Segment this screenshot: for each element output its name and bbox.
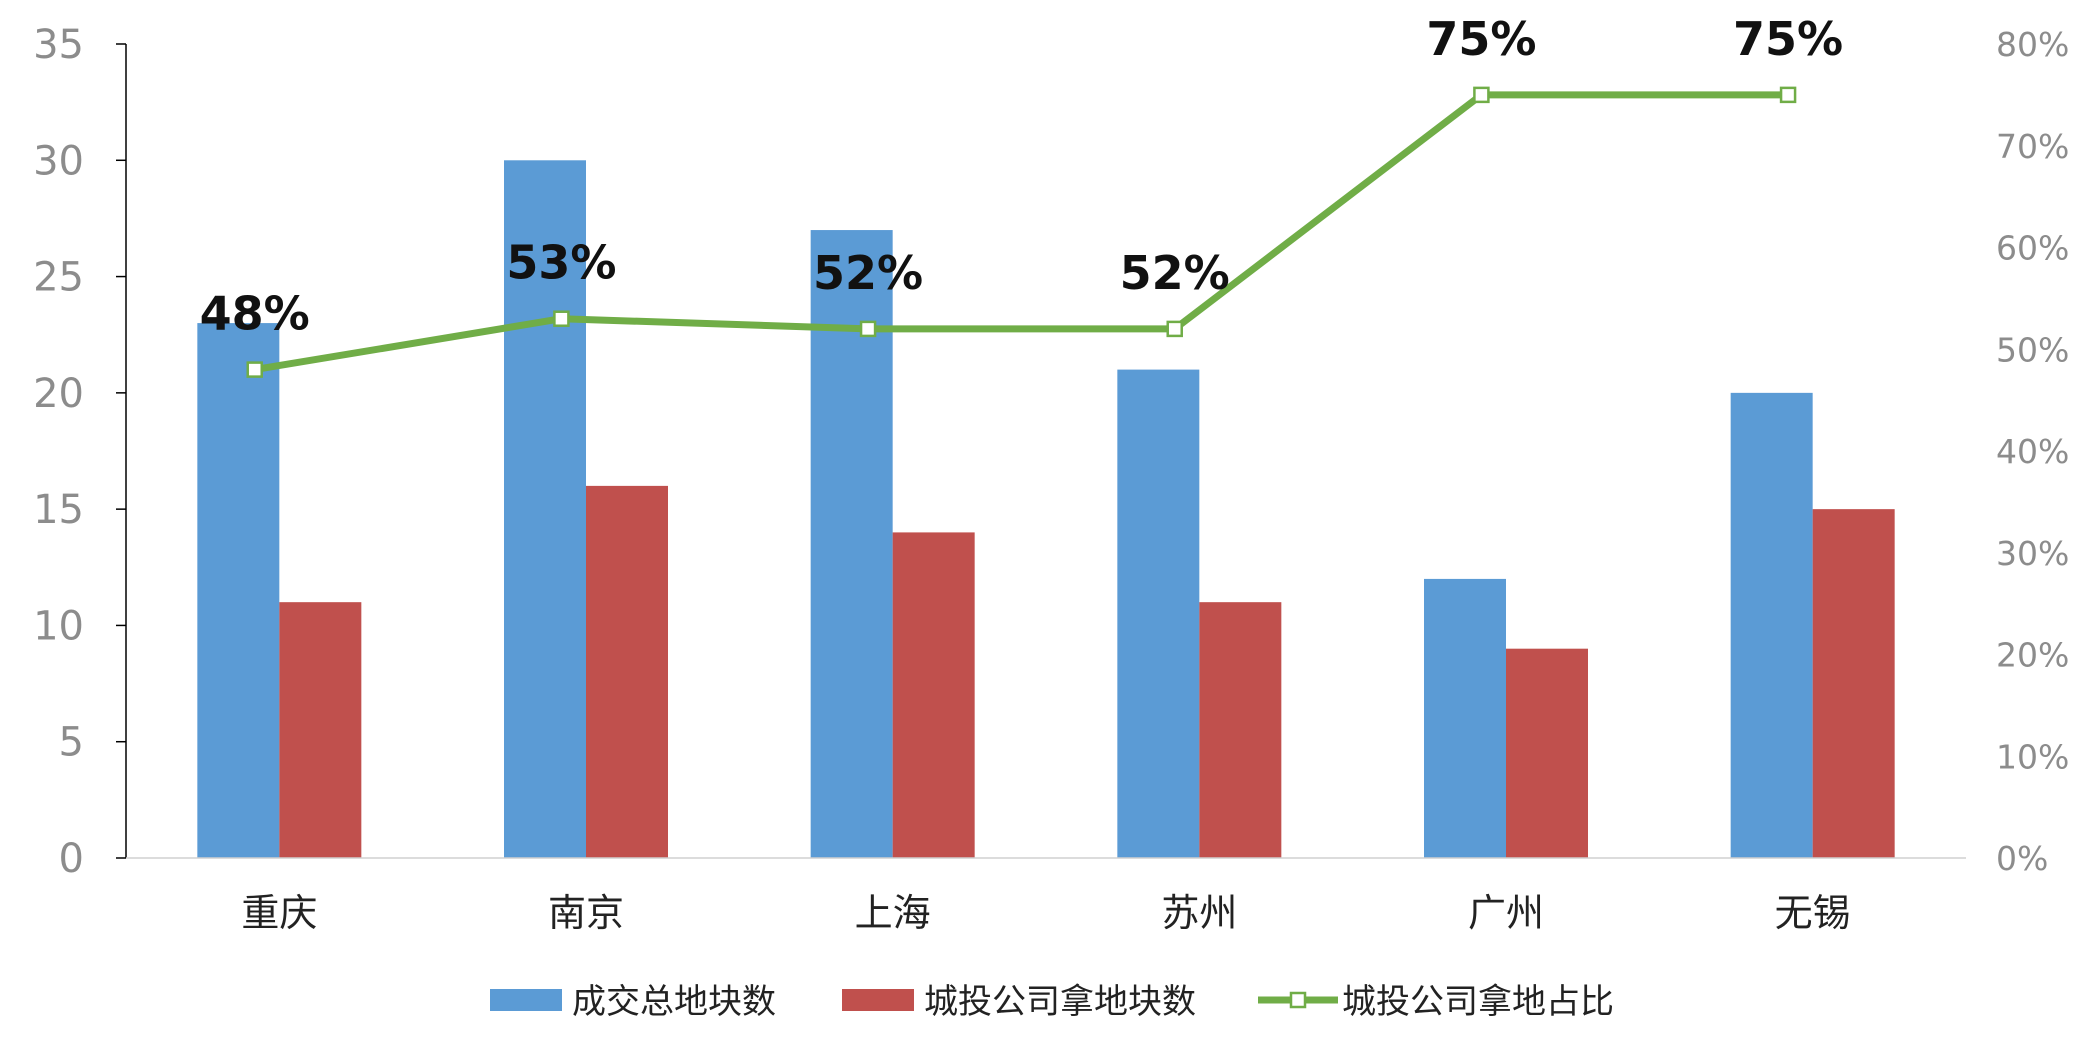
line-marker-2 <box>553 310 570 327</box>
y-right-tick-label: 80% <box>1996 25 2069 64</box>
x-category-label: 南京 <box>548 891 624 935</box>
bar-series-1-5 <box>1424 578 1506 858</box>
legend-swatch-bar <box>490 989 562 1011</box>
line-marker-3 <box>859 320 877 338</box>
data-label-ratio-4: 52% <box>1120 246 1230 300</box>
bar-series-1-2 <box>504 160 586 859</box>
axes-layer: 0 5 10 15 20 25 30 35 0% 10% 20% 30% 40% 50% 60% 70% 80%… <box>33 22 2069 935</box>
y-right-tick-label: 30% <box>1996 534 2069 573</box>
line-marker-1 <box>246 361 263 378</box>
bar-series-1-4 <box>1117 369 1200 858</box>
bar-series-2-1 <box>279 602 362 858</box>
data-label-ratio-6: 75% <box>1733 12 1843 66</box>
bar-series-2-4 <box>1199 602 1282 858</box>
legend-label: 城投公司拿地占比 <box>1342 982 1614 1022</box>
data-label-ratio-3: 52% <box>813 246 923 300</box>
bar-layer <box>197 160 1895 859</box>
legend: 成交总地块数 城投公司拿地块数 城投公司拿地占比 <box>490 982 1614 1022</box>
y-left-tick-label: 10 <box>33 603 84 649</box>
x-category-label: 无锡 <box>1775 891 1851 935</box>
legend-label: 成交总地块数 <box>572 982 776 1022</box>
x-category-label: 广州 <box>1468 891 1544 935</box>
y-right-tick-label: 0% <box>1996 839 2048 878</box>
y-left-tick-label: 35 <box>33 22 84 68</box>
y-left-tick-label: 25 <box>33 255 84 301</box>
y-right-tick-label: 60% <box>1996 229 2069 268</box>
data-label-ratio-2: 53% <box>506 236 616 290</box>
line-marker-4 <box>1166 320 1183 338</box>
y-right-tick-label: 40% <box>1996 432 2069 471</box>
bar-series-1-1 <box>197 323 280 859</box>
bar-series-2-5 <box>1506 648 1588 858</box>
legend-swatch-bar <box>842 989 914 1011</box>
line-marker-6 <box>1779 86 1797 104</box>
x-category-label: 苏州 <box>1161 891 1237 935</box>
x-category-label: 重庆 <box>241 891 317 935</box>
y-right-tick-label: 10% <box>1996 737 2069 776</box>
y-left-tick-label: 0 <box>59 836 84 882</box>
y-right-tick-label: 50% <box>1996 330 2069 369</box>
y-right-tick-label: 20% <box>1996 636 2069 675</box>
bar-series-2-2 <box>586 485 668 858</box>
y-left-tick-label: 5 <box>59 720 84 766</box>
y-left-tick-label: 20 <box>33 371 84 417</box>
bar-series-2-6 <box>1812 509 1895 858</box>
x-category-label: 上海 <box>855 891 931 935</box>
line-marker-5 <box>1473 86 1490 104</box>
bar-series-1-6 <box>1730 392 1813 858</box>
bar-series-2-3 <box>892 532 975 858</box>
label-layer: 48% 53% 52% 52% 75% 75% <box>200 12 1843 341</box>
bar-series-1-3 <box>810 230 893 859</box>
legend-label: 城投公司拿地块数 <box>924 982 1196 1022</box>
y-left-tick-label: 15 <box>33 487 84 533</box>
line-series-ratio <box>254 91 1789 374</box>
data-label-ratio-1: 48% <box>200 287 310 341</box>
y-left-tick-label: 30 <box>33 138 84 184</box>
y-right-tick-label: 70% <box>1996 127 2069 166</box>
line-layer <box>246 86 1797 378</box>
legend-swatch-marker <box>1289 991 1307 1009</box>
data-label-ratio-5: 75% <box>1426 12 1536 66</box>
